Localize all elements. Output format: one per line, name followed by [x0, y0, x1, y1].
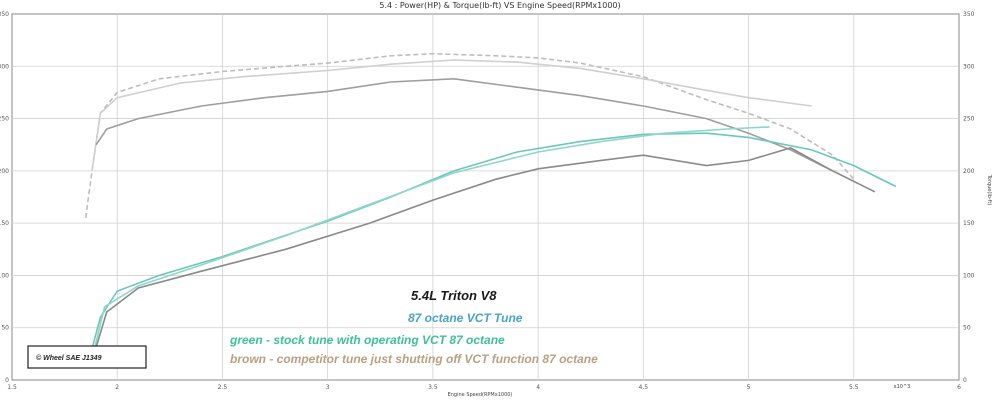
y-tick-label-left: 0	[5, 377, 9, 384]
annotation-engine: 5.4L Triton V8	[411, 288, 497, 303]
y-tick-label-left: 200	[0, 168, 9, 175]
x-tick-label: 6	[957, 384, 961, 391]
annotation-green: green - stock tune with operating VCT 87…	[229, 333, 505, 347]
annotation-tune: 87 octane VCT Tune	[408, 311, 523, 325]
x-tick-label: 5.5	[849, 384, 859, 391]
y-axis-right-label: Torque(lb-ft)	[986, 174, 992, 206]
y-tick-label-right: 200	[963, 168, 975, 175]
y-tick-label-right: 150	[963, 220, 975, 227]
y-tick-label-right: 50	[963, 325, 971, 332]
torque-series-line	[91, 59, 812, 172]
x-tick-label: 1.5	[7, 384, 17, 391]
chart-title: 5.4 : Power(HP) & Torque(lb-ft) VS Engin…	[379, 1, 620, 10]
power-series-line	[91, 147, 876, 362]
x-tick-label: 4.5	[639, 384, 649, 391]
y-tick-label-left: 350	[0, 11, 9, 18]
x-axis-label: Engine Speed(RPMx1000)	[448, 392, 513, 398]
source-badge-box	[27, 345, 147, 369]
source-badge: © Wheel SAE J1349	[27, 345, 147, 369]
source-badge-text: © Wheel SAE J1349	[36, 354, 102, 362]
series-group	[84, 52, 897, 365]
y-tick-label-left: 300	[0, 63, 9, 70]
power-series-line	[91, 126, 770, 360]
y-tick-label-left: 150	[0, 220, 9, 227]
y-tick-label-right: 350	[963, 11, 975, 18]
y-tick-label-left: 250	[0, 116, 9, 123]
y-tick-label-right: 0	[963, 377, 967, 384]
x-tick-label: 5	[747, 384, 751, 391]
tick-labels: 1.522.533.544.555.5605010015020025030035…	[0, 11, 975, 391]
x-tick-label: 3	[326, 384, 330, 391]
x-tick-label: 2.5	[218, 384, 228, 391]
y-tick-label-right: 250	[963, 116, 975, 123]
y-tick-label-right: 100	[963, 272, 975, 279]
y-tick-label-right: 300	[963, 63, 975, 70]
plot-frame	[11, 13, 960, 381]
annotation-block: 5.4L Triton V8 87 octane VCT Tune green …	[229, 288, 598, 366]
y-tick-label-left: 50	[1, 325, 9, 332]
x-tick-label: 2	[115, 384, 119, 391]
annotation-brown: brown - competitor tune just shutting of…	[230, 352, 598, 366]
y-tick-label-left: 100	[0, 272, 9, 279]
x-tick-label: 4	[536, 384, 540, 391]
x-axis-unit-label: x10^3	[894, 384, 911, 390]
torque-series-line	[84, 52, 855, 219]
power-series-line	[87, 132, 897, 365]
x-tick-label: 3.5	[428, 384, 438, 391]
